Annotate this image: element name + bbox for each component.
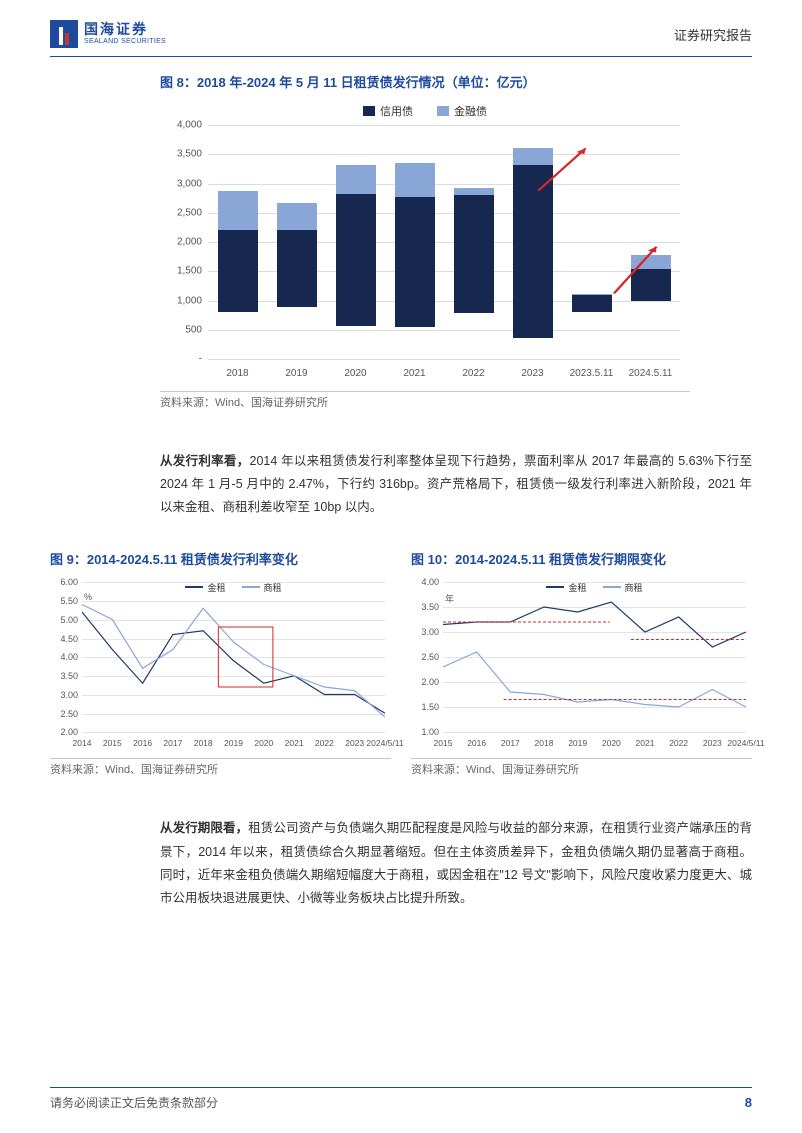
bar-group: [277, 203, 317, 359]
x-tick-label: 2020: [344, 368, 366, 379]
y-tick-label: 2,000: [168, 237, 202, 248]
y-tick-label: 2,500: [168, 207, 202, 218]
footer-page: 8: [745, 1095, 752, 1110]
y-tick-label: 4.00: [52, 652, 78, 662]
x-tick-label: 2016: [467, 738, 486, 748]
chart8-bar-chart: 信用债 金融债 - 500 1,000 1,500 2,000 2,500 3,000 3,50…: [160, 97, 690, 387]
x-tick-label: 2022: [315, 738, 334, 748]
bar-group: [572, 294, 612, 359]
legend-item: 金融债: [437, 103, 487, 119]
chart8-legend: 信用债 金融债: [160, 103, 690, 119]
y-tick-label: 2.00: [52, 727, 78, 737]
y-tick-label: 5.50: [52, 596, 78, 606]
x-tick-label: 2015: [103, 738, 122, 748]
x-tick-label: 2017: [501, 738, 520, 748]
report-type: 证券研究报告: [674, 25, 752, 44]
bar-group: [218, 191, 258, 359]
x-tick-label: 2018: [535, 738, 554, 748]
line-svg: [443, 582, 746, 732]
y-tick-label: 3.00: [52, 690, 78, 700]
bar-group: [395, 163, 435, 359]
y-tick-label: -: [168, 354, 202, 365]
x-tick-label: 2024.5.11: [629, 368, 673, 379]
y-tick-label: 2.00: [413, 677, 439, 687]
chart8-title: 图 8：2018 年-2024 年 5 月 11 日租赁债发行情况（单位：亿元）: [160, 72, 752, 91]
chart10-source: 资料来源：Wind、国海证券研究所: [411, 758, 752, 777]
x-tick-label: 2023: [345, 738, 364, 748]
chart8-source: 资料来源：Wind、国海证券研究所: [160, 391, 690, 410]
x-tick-label: 2019: [285, 368, 307, 379]
x-tick-label: 2021: [285, 738, 304, 748]
x-tick-label: 2021: [403, 368, 425, 379]
y-tick-label: 3,500: [168, 149, 202, 160]
x-tick-label: 2019: [568, 738, 587, 748]
logo-cn: 国海证券: [84, 22, 166, 37]
para1: 从发行利率看，2014 年以来租赁债发行利率整体呈现下行趋势，票面利率从 201…: [160, 450, 752, 519]
y-tick-label: 3.00: [413, 627, 439, 637]
y-tick-label: 5.00: [52, 615, 78, 625]
y-tick-label: 6.00: [52, 577, 78, 587]
para2-text: 租赁公司资产与负债端久期匹配程度是风险与收益的部分来源，在租赁行业资产端承压的背…: [160, 821, 752, 904]
chart10-title: 图 10：2014-2024.5.11 租赁债发行期限变化: [411, 549, 752, 568]
y-tick-label: 2.50: [52, 709, 78, 719]
y-tick-label: 3.50: [52, 671, 78, 681]
x-tick-label: 2018: [226, 368, 248, 379]
y-tick-label: 1,000: [168, 295, 202, 306]
y-tick-label: 4,000: [168, 120, 202, 131]
y-tick-label: 2.50: [413, 652, 439, 662]
para2: 从发行期限看，租赁公司资产与负债端久期匹配程度是风险与收益的部分来源，在租赁行业…: [160, 817, 752, 910]
chart10-line: 金租商租年1.001.502.002.503.003.504.002015201…: [411, 574, 752, 754]
logo-en: SEALAND SECURITIES: [84, 38, 166, 46]
x-tick-label: 2020: [254, 738, 273, 748]
y-tick-label: 500: [168, 324, 202, 335]
y-tick-label: 3.50: [413, 602, 439, 612]
x-tick-label: 2023.5.11: [570, 368, 614, 379]
x-tick-label: 2023: [703, 738, 722, 748]
y-tick-label: 4.00: [413, 577, 439, 587]
y-tick-label: 1,500: [168, 266, 202, 277]
x-tick-label: 2016: [133, 738, 152, 748]
x-tick-label: 2022: [462, 368, 484, 379]
para2-lead: 从发行期限看，: [160, 821, 248, 835]
y-tick-label: 1.50: [413, 702, 439, 712]
chart9-line: 金租商租%2.002.503.003.504.004.505.005.506.0…: [50, 574, 391, 754]
bar-group: [454, 188, 494, 359]
logo-block: 国海证券 SEALAND SECURITIES: [50, 20, 166, 48]
chart9-title: 图 9：2014-2024.5.11 租赁债发行利率变化: [50, 549, 391, 568]
para1-text: 2014 年以来租赁债发行利率整体呈现下行趋势，票面利率从 2017 年最高的 …: [160, 454, 752, 514]
x-tick-label: 2024/5/11: [727, 738, 764, 748]
bar-group: [336, 165, 376, 359]
x-tick-label: 2022: [669, 738, 688, 748]
x-tick-label: 2021: [636, 738, 655, 748]
x-tick-label: 2019: [224, 738, 243, 748]
footer-disclaimer: 请务必阅读正文后免责条款部分: [50, 1094, 218, 1111]
chart9-source: 资料来源：Wind、国海证券研究所: [50, 758, 391, 777]
page-header: 国海证券 SEALAND SECURITIES 证券研究报告: [0, 0, 802, 56]
page-footer: 请务必阅读正文后免责条款部分 8: [50, 1087, 752, 1111]
x-tick-label: 2015: [434, 738, 453, 748]
logo-icon: [50, 20, 78, 48]
line-svg: [82, 582, 385, 732]
x-tick-label: 2023: [521, 368, 543, 379]
legend-item: 信用债: [363, 103, 413, 119]
y-tick-label: 1.00: [413, 727, 439, 737]
x-tick-label: 2020: [602, 738, 621, 748]
bar-group: [513, 148, 553, 359]
x-tick-label: 2017: [163, 738, 182, 748]
x-tick-label: 2018: [194, 738, 213, 748]
x-tick-label: 2024/5/11: [366, 738, 403, 748]
y-tick-label: 3,000: [168, 178, 202, 189]
y-tick-label: 4.50: [52, 634, 78, 644]
bar-group: [631, 255, 671, 359]
para1-lead: 从发行利率看，: [160, 454, 250, 468]
x-tick-label: 2014: [73, 738, 92, 748]
